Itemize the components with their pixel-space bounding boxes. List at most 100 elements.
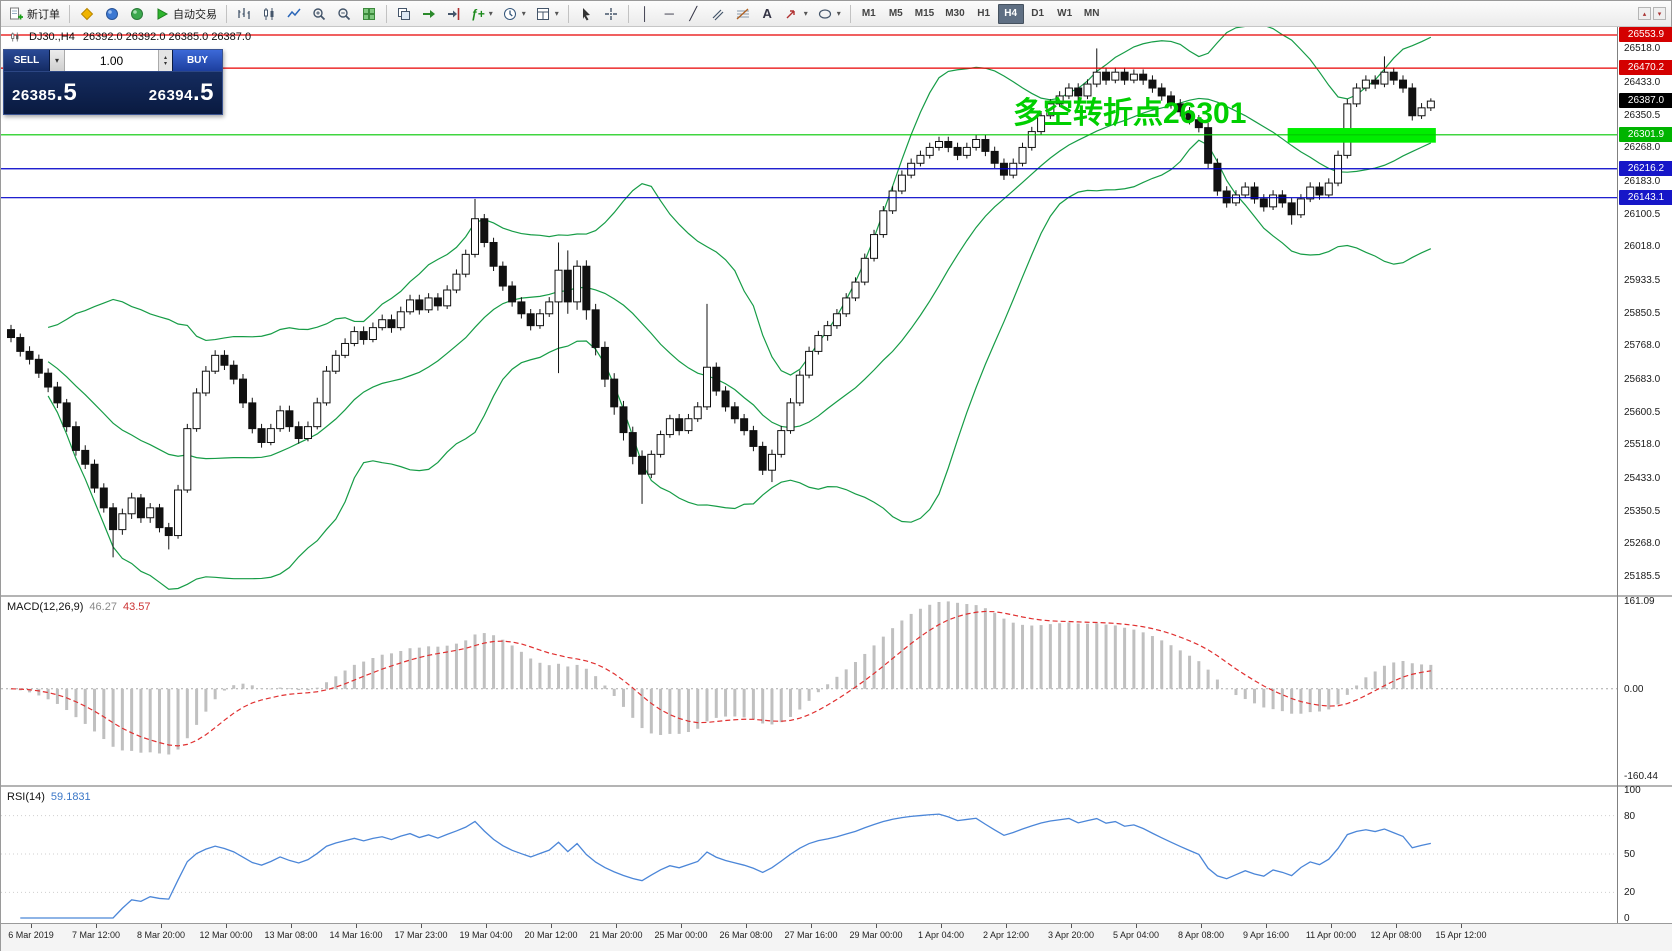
bars-chart-icon [238, 7, 250, 19]
timeframe-m5-button[interactable]: M5 [888, 8, 903, 19]
autotrading-button[interactable]: 自动交易 [150, 3, 221, 25]
chart-workspace: 多空转折点26301 DJ30.,H4 26392.0 26392.0 2638… [1, 27, 1672, 951]
trendline-button[interactable]: ╱ [682, 3, 705, 25]
chart-shift-button[interactable] [442, 3, 466, 25]
toolbar-scroll-up-button[interactable]: ▴ [1638, 7, 1651, 20]
candlestick-chart[interactable]: 多空转折点26301 [1, 27, 1617, 595]
time-label: 7 Mar 12:00 [71, 930, 121, 940]
chart-icon [11, 32, 19, 42]
chevron-down-icon: ▾ [488, 9, 493, 18]
templates-button[interactable]: ▾ [531, 3, 563, 25]
chart-annotation[interactable]: 多空转折点26301 [1013, 97, 1246, 130]
volume-input[interactable] [65, 50, 158, 71]
time-label: 20 Mar 12:00 [524, 930, 578, 940]
diamond-icon [80, 7, 94, 20]
time-tick [1201, 924, 1202, 928]
time-label: 14 Mar 16:00 [329, 930, 383, 940]
cascade-windows-icon [398, 7, 410, 20]
sell-button[interactable]: SELL [4, 50, 50, 71]
volume-spinner[interactable]: ▴ ▾ [158, 50, 172, 71]
autoscroll-button[interactable] [417, 3, 441, 25]
time-tick [421, 924, 422, 928]
chart-line-button[interactable] [282, 3, 306, 25]
buy-price-int: 26394 [148, 87, 193, 104]
time-label: 19 Mar 04:00 [459, 930, 513, 940]
buy-price[interactable]: 26394.5 [149, 79, 214, 107]
price-tick: 25268.0 [1624, 538, 1661, 550]
text-tool-button[interactable]: A [756, 3, 779, 25]
macd-panel[interactable]: MACD(12,26,9) 46.27 43.57 [1, 595, 1617, 785]
toolbar-separator [567, 4, 569, 23]
tile-windows-icon [363, 7, 375, 20]
time-tick [811, 924, 812, 928]
price-tick: 26018.0 [1624, 241, 1661, 253]
shapes-button[interactable]: ▾ [813, 3, 845, 25]
zoom-out-button[interactable] [332, 3, 356, 25]
timeframe-mn-button[interactable]: MN [1083, 8, 1100, 19]
toolbar-scroll-down-button[interactable]: ▾ [1653, 7, 1666, 20]
price-tick: 25768.0 [1624, 340, 1661, 352]
cascade-windows-button[interactable] [392, 3, 416, 25]
crosshair-button[interactable] [599, 3, 623, 25]
shapes-icon [818, 8, 831, 19]
crosshair-icon [604, 7, 617, 20]
price-tag-26470.2[interactable]: 26470.2 [1619, 60, 1672, 76]
main-chart-panel[interactable]: 多空转折点26301 DJ30.,H4 26392.0 26392.0 2638… [1, 27, 1617, 595]
timeframe-m1-button[interactable]: M1 [861, 8, 876, 19]
arrows-tool-button[interactable]: ▾ [780, 3, 812, 25]
chevron-down-icon: ▾ [54, 56, 59, 65]
cursor-button[interactable] [574, 3, 598, 25]
buy-button[interactable]: BUY [172, 50, 222, 71]
rsi-axis-tick: 100 [1624, 785, 1641, 796]
price-tag-26216.2[interactable]: 26216.2 [1619, 160, 1672, 176]
time-tick [31, 924, 32, 928]
volume-dropdown-button[interactable]: ▾ [50, 50, 65, 71]
zoom-in-button[interactable] [307, 3, 331, 25]
chart-candles-button[interactable] [257, 3, 281, 25]
time-tick [226, 924, 227, 928]
fibonacci-button[interactable] [731, 3, 755, 25]
new-order-button[interactable]: 新订单 [4, 3, 64, 25]
chart-bars-button[interactable] [232, 3, 256, 25]
timeframe-d1-button[interactable]: D1 [1031, 8, 1045, 19]
metaeditor-button[interactable] [75, 3, 99, 25]
periods-button[interactable]: ▾ [498, 3, 530, 25]
macd-axis-tick: -160.44 [1624, 771, 1658, 783]
time-tick [1396, 924, 1397, 928]
macd-name: MACD(12,26,9) [7, 601, 84, 613]
horizontal-line-button[interactable]: ─ [658, 3, 681, 25]
timeframe-m30-button[interactable]: M30 [945, 8, 965, 19]
vertical-line-button[interactable]: │ [634, 3, 657, 25]
candles-chart-icon [264, 7, 274, 20]
macd-label: MACD(12,26,9) 46.27 43.57 [7, 601, 150, 613]
timeframe-m15-button[interactable]: M15 [914, 8, 935, 19]
price-tag-26553.9[interactable]: 26553.9 [1619, 27, 1672, 42]
price-axis[interactable]: 26518.0 26433.0 26350.5 26268.0 26183.0 26100… [1617, 27, 1672, 923]
timeframe-h1-button[interactable]: H1 [977, 8, 991, 19]
time-label: 6 Mar 2019 [8, 930, 54, 940]
rsi-chart[interactable] [1, 787, 1617, 923]
sell-price[interactable]: 26385.5 [12, 79, 77, 107]
price-tick: 25185.5 [1624, 570, 1661, 582]
timeframe-w1-button[interactable]: W1 [1057, 8, 1073, 19]
indicators-button[interactable]: ƒ+ ▾ [467, 3, 497, 25]
scroll-down-icon: ▾ [1657, 10, 1662, 18]
rsi-panel[interactable]: RSI(14) 59.1831 [1, 785, 1617, 923]
price-tag-26301.9[interactable]: 26301.9 [1619, 126, 1672, 142]
charts-profile-button[interactable] [100, 3, 124, 25]
community-button[interactable] [125, 3, 149, 25]
time-axis[interactable]: 6 Mar 2019 7 Mar 12:00 8 Mar 20:00 12 Mar 0… [1, 923, 1672, 945]
channel-button[interactable] [706, 3, 730, 25]
timeframe-h4-button[interactable]: H4 [997, 3, 1024, 24]
price-tick: 25518.0 [1624, 439, 1661, 451]
price-tick: 26100.5 [1624, 208, 1661, 220]
arrow-tool-icon [786, 9, 795, 18]
price-tag-26143.1[interactable]: 26143.1 [1619, 189, 1672, 205]
chevron-down-icon: ▾ [836, 9, 841, 18]
macd-chart[interactable] [1, 597, 1617, 785]
time-label: 13 Mar 08:00 [264, 930, 318, 940]
green-ball-icon [131, 7, 143, 20]
price-tag-26387.0[interactable]: 26387.0 [1619, 93, 1672, 109]
tile-windows-button[interactable] [357, 3, 381, 25]
